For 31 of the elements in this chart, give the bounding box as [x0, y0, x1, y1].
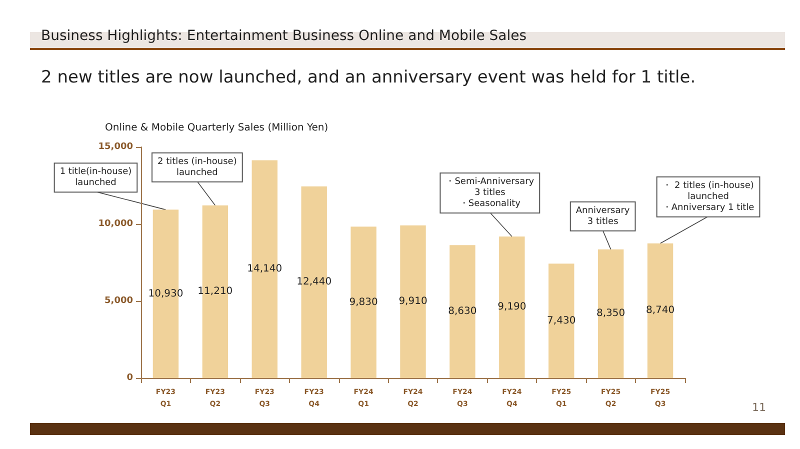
y-tick-label: 15,000 — [98, 142, 133, 152]
data-label: 8,350 — [596, 308, 626, 320]
annotation: 1 title(in-house) launched — [60, 167, 132, 188]
data-label: 11,210 — [198, 286, 233, 298]
data-label: 7,430 — [547, 315, 576, 326]
annotation: Anniversary 3 titles — [576, 206, 630, 227]
data-label: 9,190 — [498, 302, 526, 313]
y-tick-label: 0 — [126, 373, 133, 383]
data-label: 9,830 — [349, 296, 378, 308]
data-label: 10,930 — [148, 288, 184, 300]
bar — [598, 249, 624, 378]
text: 11 — [752, 401, 766, 414]
bar — [400, 225, 426, 378]
y-tick-label: 5,000 — [104, 296, 133, 306]
annotation: ・ 2 titles (in-house) launched ・Anniversary 1 title — [662, 180, 755, 213]
bar — [499, 236, 525, 378]
chart-subtitle: 2 new titles are now launched, and an anniversary event was held for 1 title. — [41, 68, 696, 88]
data-label: 14,140 — [247, 264, 282, 275]
y-tick-label: 10,000 — [98, 219, 133, 229]
chart-title: Business Highlights: Entertainment Business Online and Mobile Sales — [41, 28, 527, 44]
data-label: 12,440 — [296, 276, 332, 288]
data-label: 8,740 — [646, 305, 675, 316]
data-label: 8,630 — [448, 306, 477, 318]
bar — [647, 243, 674, 378]
bar — [548, 264, 574, 378]
bar — [350, 226, 376, 378]
y-axis-title: Online & Mobile Quarterly Sales (Million Yen) — [105, 122, 328, 134]
bar — [450, 245, 476, 378]
annotation: 2 titles (in-house) launched — [158, 156, 237, 178]
annotation: ・Semi-Anniversary 3 titles ・Seasonality — [446, 176, 535, 209]
data-label: 9,910 — [398, 296, 428, 308]
